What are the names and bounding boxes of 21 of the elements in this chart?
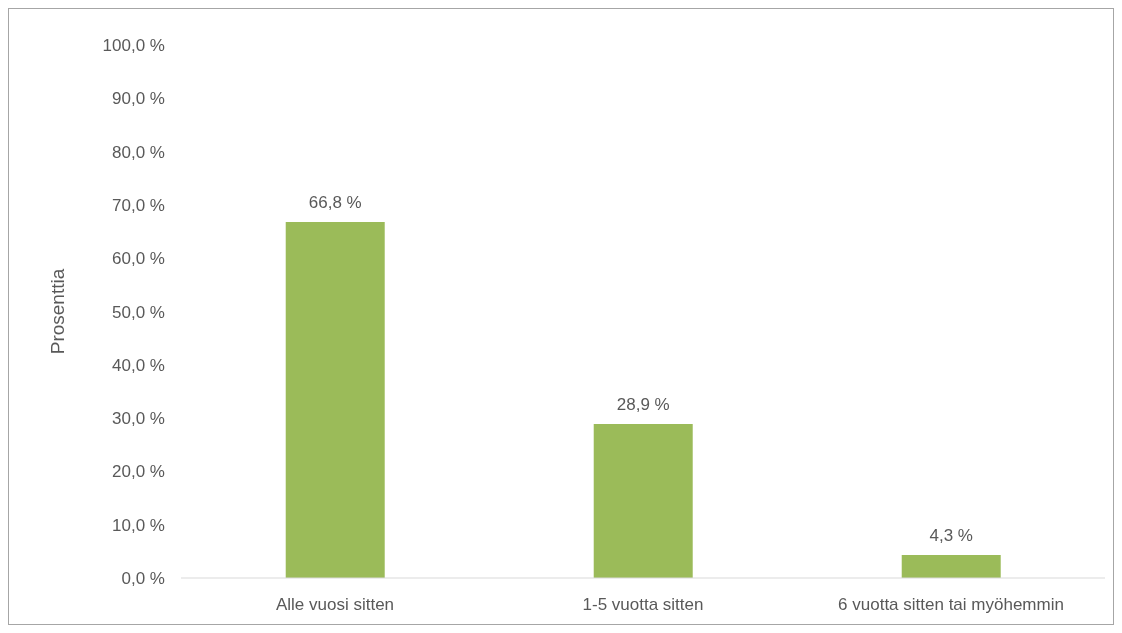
- y-tick-label: 80,0 %: [112, 142, 165, 162]
- data-label: 28,9 %: [616, 394, 670, 414]
- bar: [901, 555, 1001, 578]
- y-tick-label: 30,0 %: [112, 409, 165, 429]
- y-tick-label: 10,0 %: [112, 515, 165, 535]
- x-tick-label: 6 vuotta sitten tai myöhemmin: [838, 595, 1064, 615]
- y-tick-label: 0,0 %: [121, 569, 165, 589]
- y-tick-label: 100,0 %: [102, 36, 165, 56]
- y-axis-title: Prosenttia: [46, 268, 68, 355]
- data-label: 66,8 %: [308, 192, 362, 212]
- y-tick-label: 60,0 %: [112, 249, 165, 269]
- y-tick-label: 40,0 %: [112, 355, 165, 375]
- y-tick-label: 90,0 %: [112, 89, 165, 109]
- y-tick-label: 20,0 %: [112, 462, 165, 482]
- x-tick-label: 1-5 vuotta sitten: [582, 595, 704, 615]
- x-tick-label: Alle vuosi sitten: [275, 595, 395, 615]
- data-label: 4,3 %: [929, 526, 973, 546]
- bar: [285, 221, 385, 578]
- y-tick-label: 70,0 %: [112, 195, 165, 215]
- y-tick-label: 50,0 %: [112, 302, 165, 322]
- bar: [593, 423, 693, 578]
